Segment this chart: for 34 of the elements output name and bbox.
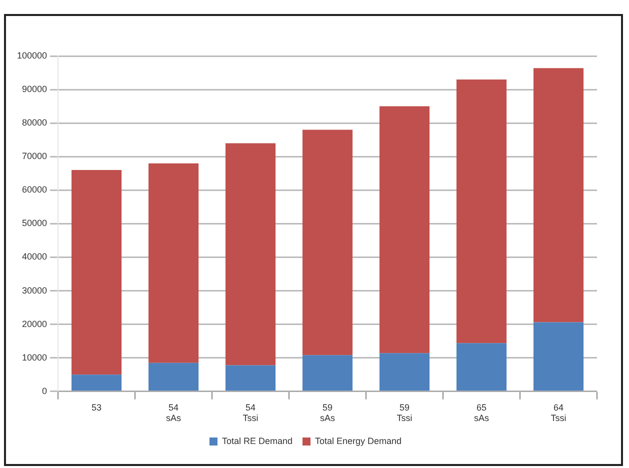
bar <box>533 322 584 391</box>
bar <box>379 106 430 354</box>
x-tick-label: 54 Tssi <box>242 402 258 424</box>
y-tick-label: 40000 <box>22 252 48 262</box>
bar <box>148 163 199 363</box>
bar <box>456 343 507 391</box>
bar <box>533 68 584 322</box>
bar <box>302 355 353 391</box>
bar <box>379 353 430 391</box>
y-tick-label: 20000 <box>22 318 48 329</box>
legend-label: Total Energy Demand <box>314 436 402 446</box>
bar <box>148 362 199 391</box>
bar <box>72 374 122 391</box>
x-tick-label: 65 sAs <box>474 402 490 424</box>
y-tick-label: 100000 <box>16 50 48 60</box>
legend-label: Total RE Demand <box>222 436 293 446</box>
x-tick-label: 59 Tssi <box>396 402 412 424</box>
x-tick-label: 54 sAs <box>166 402 182 424</box>
x-tick-label: 59 sAs <box>320 402 336 424</box>
bar <box>225 143 276 366</box>
bar <box>225 365 276 391</box>
y-tick-label: 50000 <box>22 218 48 228</box>
y-tick-label: 30000 <box>22 285 48 296</box>
bar <box>302 130 353 356</box>
x-tick-label: 64 Tssi <box>550 402 566 424</box>
bar <box>72 170 122 375</box>
x-tick-label: 53 <box>92 402 102 412</box>
y-tick-label: 0 <box>42 386 48 396</box>
y-tick-label: 80000 <box>22 118 48 128</box>
y-tick-label: 70000 <box>22 151 48 162</box>
y-tick-label: 90000 <box>22 84 48 94</box>
bar <box>456 79 507 344</box>
y-tick-label: 10000 <box>22 352 48 362</box>
y-tick-label: 60000 <box>22 184 48 195</box>
